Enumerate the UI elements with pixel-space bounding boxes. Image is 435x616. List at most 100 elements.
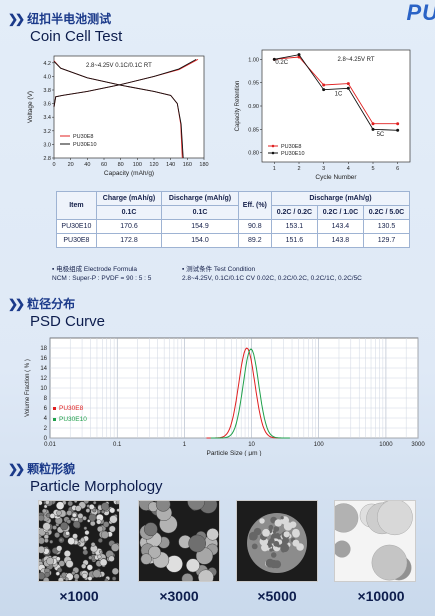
table-row: PU30E10 170.6 154.9 90.8 153.1 143.4 130… <box>56 219 411 234</box>
sem-particle <box>115 501 119 505</box>
y-tick-label: 4 <box>44 416 48 422</box>
x-tick-label: 1 <box>273 166 276 172</box>
sem-particle <box>52 525 57 530</box>
sem-grain <box>249 532 256 539</box>
chart-title: 2.8~4.25V 0.1C/0.1C RT <box>86 63 152 69</box>
rate-annotation: 1C <box>335 92 343 98</box>
sem-grain <box>259 518 265 524</box>
data-point <box>322 83 326 87</box>
sem-particle <box>90 520 96 527</box>
y-tick-label: 10 <box>40 386 47 392</box>
sem-particle <box>86 564 93 571</box>
sem-particle <box>72 533 78 539</box>
x-tick-label: 0.01 <box>44 442 56 448</box>
sem-particle <box>81 563 87 569</box>
table-row: PU30E8 172.8 154.0 89.2 151.6 143.8 129.… <box>56 233 411 248</box>
sem-particle <box>186 558 200 573</box>
data-point <box>396 128 400 132</box>
y-axis-label: Voltage (V) <box>27 91 34 123</box>
sem-particle <box>100 530 109 539</box>
sem-particle <box>42 522 51 531</box>
x-tick-label: 3000 <box>411 442 425 448</box>
y-tick-label: 6 <box>44 406 48 412</box>
legend-swatch <box>53 418 56 421</box>
sem-particle <box>39 501 43 506</box>
sem-particle <box>85 508 91 513</box>
y-axis-label: Capacity Retention <box>235 81 241 132</box>
sem-particle <box>67 501 73 507</box>
sem-particle <box>41 508 47 514</box>
voltage-capacity-chart: 0 20 40 60 80 100 120 140 160 180 2.8 3.0 3.2 3.4 3.6 3… <box>27 55 209 177</box>
y-tick-label: 0 <box>44 436 48 442</box>
x-tick-label: 100 <box>314 442 325 448</box>
sem-image-5000 <box>236 500 318 582</box>
table-cell: 90.8 <box>237 219 272 234</box>
series-PU30E10-discharge <box>53 61 184 159</box>
table-cell: 172.8 <box>95 233 163 248</box>
sem-particle <box>371 544 408 581</box>
sem-particle <box>46 557 55 566</box>
series-PU30E8 <box>274 56 398 125</box>
sem-particle <box>56 545 63 552</box>
legend-marker <box>271 151 275 155</box>
chevron-icon: ❯❯ <box>8 11 25 26</box>
magnification-label: ×3000 <box>159 588 199 604</box>
series-PU30E10 <box>274 54 398 131</box>
sem-grain <box>261 543 269 552</box>
table-cell: 154.0 <box>161 233 239 248</box>
y-tick-label: 3.4 <box>43 115 51 121</box>
rate-annotation: 5C <box>377 132 385 138</box>
sem-particle <box>61 572 67 578</box>
sem-particle <box>97 538 103 543</box>
sem-particle <box>73 573 80 580</box>
x-tick-label: 20 <box>68 162 74 168</box>
formula-text: NCM : Super-P : PVDF = 90 : 5 : 5 <box>52 275 152 282</box>
table-cell: PU30E10 <box>56 219 97 234</box>
sem-particle <box>66 519 72 524</box>
sem-grain <box>269 538 275 544</box>
legend-swatch <box>53 407 56 410</box>
table-header-item: Item <box>56 191 97 220</box>
series-PU30E10 <box>210 348 290 439</box>
x-axis-label: Capacity (mAh/g) <box>104 170 154 177</box>
y-tick-label: 0.90 <box>248 104 259 110</box>
sem-particle <box>56 510 62 516</box>
sem-particle <box>57 567 63 573</box>
sem-particle <box>39 514 45 522</box>
sem-particle <box>100 502 110 511</box>
sem-particle <box>143 522 158 537</box>
sem-particle <box>88 504 95 510</box>
table-header-discharge: Discharge (mAh/g) <box>161 191 239 206</box>
sem-particle <box>83 501 89 504</box>
sem-particle <box>56 501 65 510</box>
x-tick-label: 140 <box>166 162 175 168</box>
x-tick-label: 2 <box>297 166 300 172</box>
legend-label: PU30E10 <box>281 151 305 157</box>
chart-title: 2.8~4.25V RT <box>337 57 374 63</box>
x-tick-label: 6 <box>396 166 399 172</box>
sem-particle <box>49 513 56 519</box>
y-tick-label: 2 <box>44 426 48 432</box>
sem-particle <box>39 537 45 545</box>
sem-particle <box>188 534 206 553</box>
table-cell: 143.8 <box>316 233 364 248</box>
legend-label: PU30E8 <box>281 144 302 150</box>
sem-particle <box>108 555 115 562</box>
sem-particle <box>111 576 117 581</box>
chevron-icon: ❯❯ <box>8 461 25 476</box>
data-point <box>371 122 375 126</box>
section-title-en: PSD Curve <box>30 313 106 330</box>
table-subheader: 0.2C / 0.2C <box>270 205 318 220</box>
sem-particle <box>81 572 88 579</box>
sem-particle <box>110 543 119 552</box>
sem-particle <box>92 501 97 505</box>
sem-particle <box>92 569 101 578</box>
sem-grain <box>274 519 282 527</box>
sem-particle <box>187 501 205 511</box>
y-tick-label: 0.80 <box>248 151 259 157</box>
table-header-eff: Eff. (%) <box>237 191 272 220</box>
sem-particle <box>88 555 93 560</box>
section-psd-header: ❯❯ 粒径分布 PSD Curve <box>8 295 106 331</box>
sem-particle <box>71 571 76 576</box>
sem-particle <box>44 538 49 543</box>
